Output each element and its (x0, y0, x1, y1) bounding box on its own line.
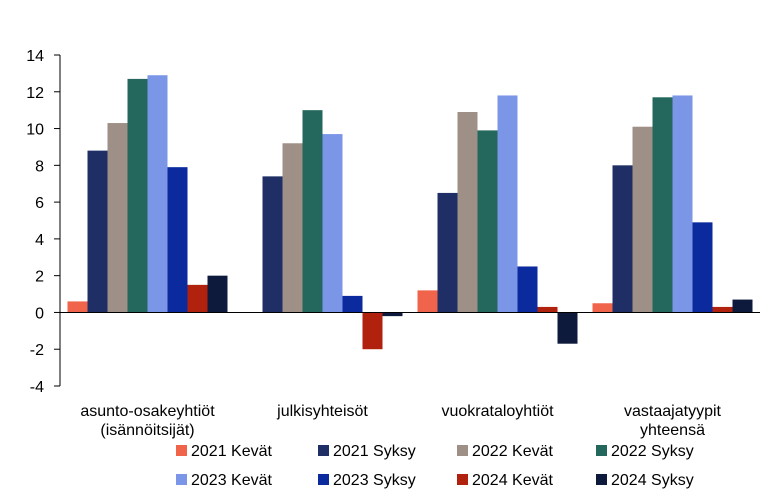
legend-label: 2022 Syksy (611, 443, 694, 460)
bar (652, 97, 673, 313)
y-axis: -4 -2 0 2 4 6 8 10 12 14 (26, 48, 61, 396)
legend-swatch (318, 474, 329, 485)
bar (302, 110, 323, 313)
bar (187, 284, 208, 313)
y-tick-label: 6 (35, 195, 44, 212)
legend-label: 2023 Syksy (333, 472, 416, 489)
y-tick-label: 12 (26, 85, 44, 102)
legend-swatch (457, 474, 468, 485)
legend: 2021 Kevät 2021 Syksy 2022 Kevät 2022 Syksy… (176, 443, 694, 489)
legend-label: 2021 Kevät (191, 443, 273, 460)
bar (417, 290, 438, 313)
bar (457, 112, 478, 313)
x-tick-label: julkisyhteisöt (276, 403, 368, 420)
bars (67, 75, 753, 350)
y-tick-label: 2 (35, 269, 44, 286)
bar (147, 75, 168, 313)
legend-label: 2023 Kevät (191, 472, 273, 489)
x-tick-label: vastaajatyypit yhteensä (624, 403, 721, 439)
bar (67, 301, 88, 313)
bar (207, 275, 228, 313)
bar (262, 176, 283, 313)
bar (632, 126, 653, 313)
legend-label: 2024 Syksy (611, 472, 694, 489)
legend-swatch (596, 445, 607, 456)
legend-item: 2023 Kevät (176, 472, 273, 489)
legend-label: 2024 Kevät (472, 472, 554, 489)
legend-item: 2023 Syksy (318, 472, 416, 489)
y-tick-label: 0 (35, 305, 44, 322)
bar (517, 266, 538, 313)
bar (437, 192, 458, 313)
bar (382, 312, 403, 317)
bar (87, 150, 108, 313)
bar (362, 312, 383, 350)
legend-swatch (176, 474, 187, 485)
bar (672, 95, 693, 313)
y-tick-label: -2 (30, 342, 44, 359)
legend-swatch (318, 445, 329, 456)
x-axis: asunto-osakeyhtiöt (isännöitsijät) julkisy… (60, 311, 760, 439)
legend-label: 2022 Kevät (472, 443, 554, 460)
legend-swatch (457, 445, 468, 456)
bar (107, 123, 128, 313)
legend-swatch (176, 445, 187, 456)
bar (342, 295, 363, 313)
bar (712, 306, 733, 313)
bar (732, 299, 753, 313)
bar (127, 78, 148, 313)
bar (612, 165, 633, 313)
y-tick-label: 4 (35, 232, 44, 249)
bar (477, 130, 498, 313)
legend-label: 2021 Syksy (333, 443, 416, 460)
y-tick-label: -4 (30, 379, 44, 396)
legend-item: 2024 Syksy (596, 472, 694, 489)
bar (692, 222, 713, 313)
legend-item: 2021 Syksy (318, 443, 416, 460)
bar (557, 312, 578, 344)
legend-item: 2022 Kevät (457, 443, 554, 460)
bar (537, 306, 558, 313)
y-tick-label: 10 (26, 122, 44, 139)
y-tick-label: 8 (35, 158, 44, 175)
y-tick-label: 14 (26, 48, 44, 65)
bar (322, 134, 343, 313)
bar (592, 303, 613, 313)
x-tick-label: vuokrataloyhtiöt (441, 403, 554, 420)
bar (282, 143, 303, 313)
bar (167, 167, 188, 313)
x-tick-label: asunto-osakeyhtiöt (isännöitsijät) (80, 403, 215, 439)
legend-item: 2021 Kevät (176, 443, 273, 460)
legend-item: 2024 Kevät (457, 472, 554, 489)
legend-item: 2022 Syksy (596, 443, 694, 460)
legend-swatch (596, 474, 607, 485)
bar (497, 95, 518, 313)
